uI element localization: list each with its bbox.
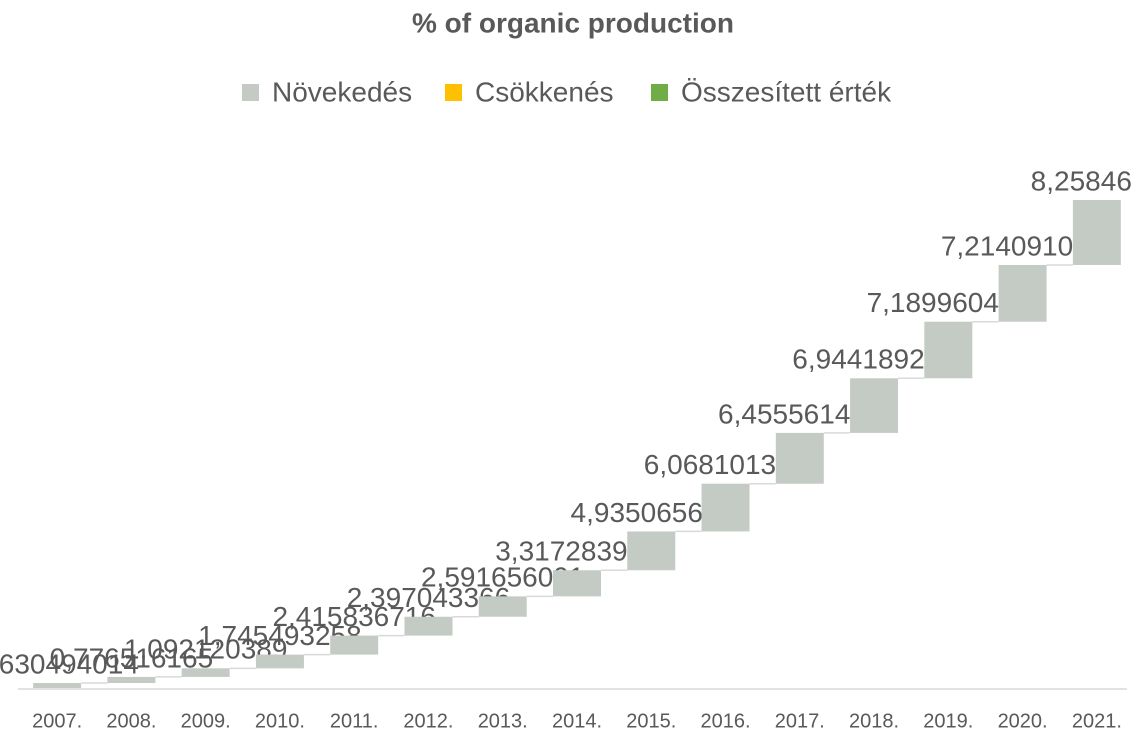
bar: [404, 616, 453, 636]
bar: [330, 635, 379, 655]
chart-title: % of organic production: [412, 7, 734, 38]
legend-label: Növekedés: [272, 76, 412, 107]
legend-swatch: [651, 84, 668, 101]
data-label: 0,776516165: [50, 642, 214, 673]
legend-label: Csökkenés: [475, 76, 614, 107]
x-tick-label: 2018.: [849, 710, 899, 732]
x-tick-label: 2012.: [403, 710, 453, 732]
bar: [850, 378, 899, 433]
x-tick-label: 2021.: [1072, 710, 1122, 732]
legend-swatch: [242, 84, 259, 101]
bar: [701, 483, 750, 532]
x-tick-label: 2009.: [181, 710, 231, 732]
bar: [107, 676, 156, 684]
x-tick-label: 2010.: [255, 710, 305, 732]
bar: [255, 654, 304, 669]
x-tick-label: 2013.: [478, 710, 528, 732]
bar: [924, 321, 973, 379]
bar: [627, 531, 676, 571]
bar: [775, 432, 824, 484]
x-tick-label: 2008.: [106, 710, 156, 732]
x-tick-label: 2019.: [923, 710, 973, 732]
data-label: 0,630494014: [0, 648, 139, 679]
bar: [33, 683, 82, 688]
x-tick-label: 2015.: [626, 710, 676, 732]
x-tick-label: 2014.: [552, 710, 602, 732]
x-tick-label: 2017.: [775, 710, 825, 732]
bar: [181, 668, 230, 677]
bar: [553, 570, 601, 597]
x-tick-label: 2016.: [701, 710, 751, 732]
bar: [998, 264, 1047, 322]
x-tick-label: 2007.: [32, 710, 82, 732]
bar: [478, 596, 527, 617]
x-tick-label: 2011.: [330, 710, 379, 732]
legend-label: Összesített érték: [681, 76, 892, 107]
x-tick-label: 2020.: [998, 710, 1048, 732]
legend-swatch: [445, 84, 462, 101]
data-label: 8,2584697: [1031, 165, 1132, 196]
bar: [1072, 200, 1121, 265]
